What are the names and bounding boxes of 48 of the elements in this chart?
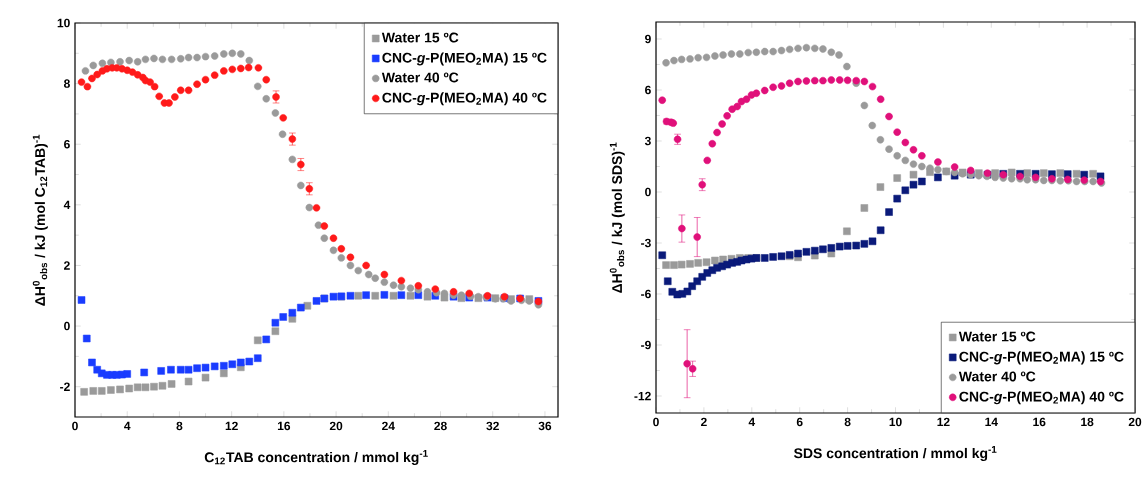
x-tick-label: 8 [844, 417, 851, 427]
x-tick-label: 8 [176, 421, 183, 431]
legend-label: CNC-g-P(MEO$_{2}$MA) 40 ºC [959, 391, 1124, 405]
x-tick-label: 36 [538, 421, 552, 431]
x-tick-label: 12 [225, 421, 238, 431]
y-tick-label: -3 [641, 238, 651, 248]
y-tick-label: -6 [641, 289, 651, 299]
y-axis-title: ΔH$^{0}$$_{obs}$ / kJ (mol SDS)$^{-1}$ [609, 142, 625, 293]
x-tick-label: 16 [277, 421, 291, 431]
y-tick-label: 2 [64, 261, 70, 270]
x-axis-title: SDS concentration / mmol kg$^{-1}$ [793, 446, 997, 462]
x-tick-label: 28 [434, 421, 447, 431]
y-tick-label: -12 [634, 391, 651, 401]
legend-label: Water 15 ºC [381, 32, 459, 43]
x-axis-title: C$_{12}$TAB concentration / mmol kg$^{-1}$ [204, 450, 428, 466]
legend-label: CNC-g-P(MEO$_{2}$MA) 15 ºC [382, 52, 547, 66]
x-tick-label: 6 [796, 417, 803, 427]
x-tick-label: 12 [937, 417, 950, 427]
legend-label: Water 40 ºC [958, 371, 1036, 382]
y-axis-title: ΔH$^{0}$$_{obs}$ / kJ (mol C$_{12}$TAB)$^{-1}$ [32, 134, 48, 306]
x-tick-label: 0 [72, 421, 78, 431]
x-tick-label: 20 [329, 421, 343, 431]
y-tick-label: -9 [641, 340, 651, 350]
y-tick-label: 4 [63, 200, 71, 209]
legend-label: CNC-g-P(MEO$_{2}$MA) 15 ºC [959, 351, 1124, 365]
y-tick-label: 9 [645, 34, 651, 44]
x-tick-label: 16 [1033, 417, 1046, 427]
x-tick-label: 2 [700, 417, 707, 427]
y-tick-label: 6 [64, 139, 70, 149]
y-tick-label: 0 [645, 187, 651, 197]
y-tick-label: 0 [64, 321, 70, 331]
x-tick-label: 20 [1128, 417, 1142, 427]
legend-label: Water 15 ºC [958, 331, 1036, 342]
x-tick-label: 0 [653, 417, 659, 427]
y-tick-label: 6 [645, 85, 651, 95]
x-tick-label: 4 [124, 421, 131, 430]
x-tick-label: 14 [985, 417, 998, 426]
x-tick-label: 32 [486, 421, 499, 431]
y-tick-label: 10 [57, 18, 70, 28]
x-tick-label: 4 [748, 417, 756, 426]
y-tick-label: 8 [63, 79, 70, 88]
legend-label: CNC-g-P(MEO$_{2}$MA) 40 ºC [382, 92, 547, 106]
x-tick-label: 10 [889, 417, 902, 427]
y-tick-label: -2 [60, 382, 70, 391]
legend-label: Water 40 ºC [381, 72, 459, 83]
x-tick-label: 24 [382, 421, 395, 431]
y-tick-label: 3 [644, 136, 651, 146]
x-tick-label: 18 [1081, 417, 1094, 427]
